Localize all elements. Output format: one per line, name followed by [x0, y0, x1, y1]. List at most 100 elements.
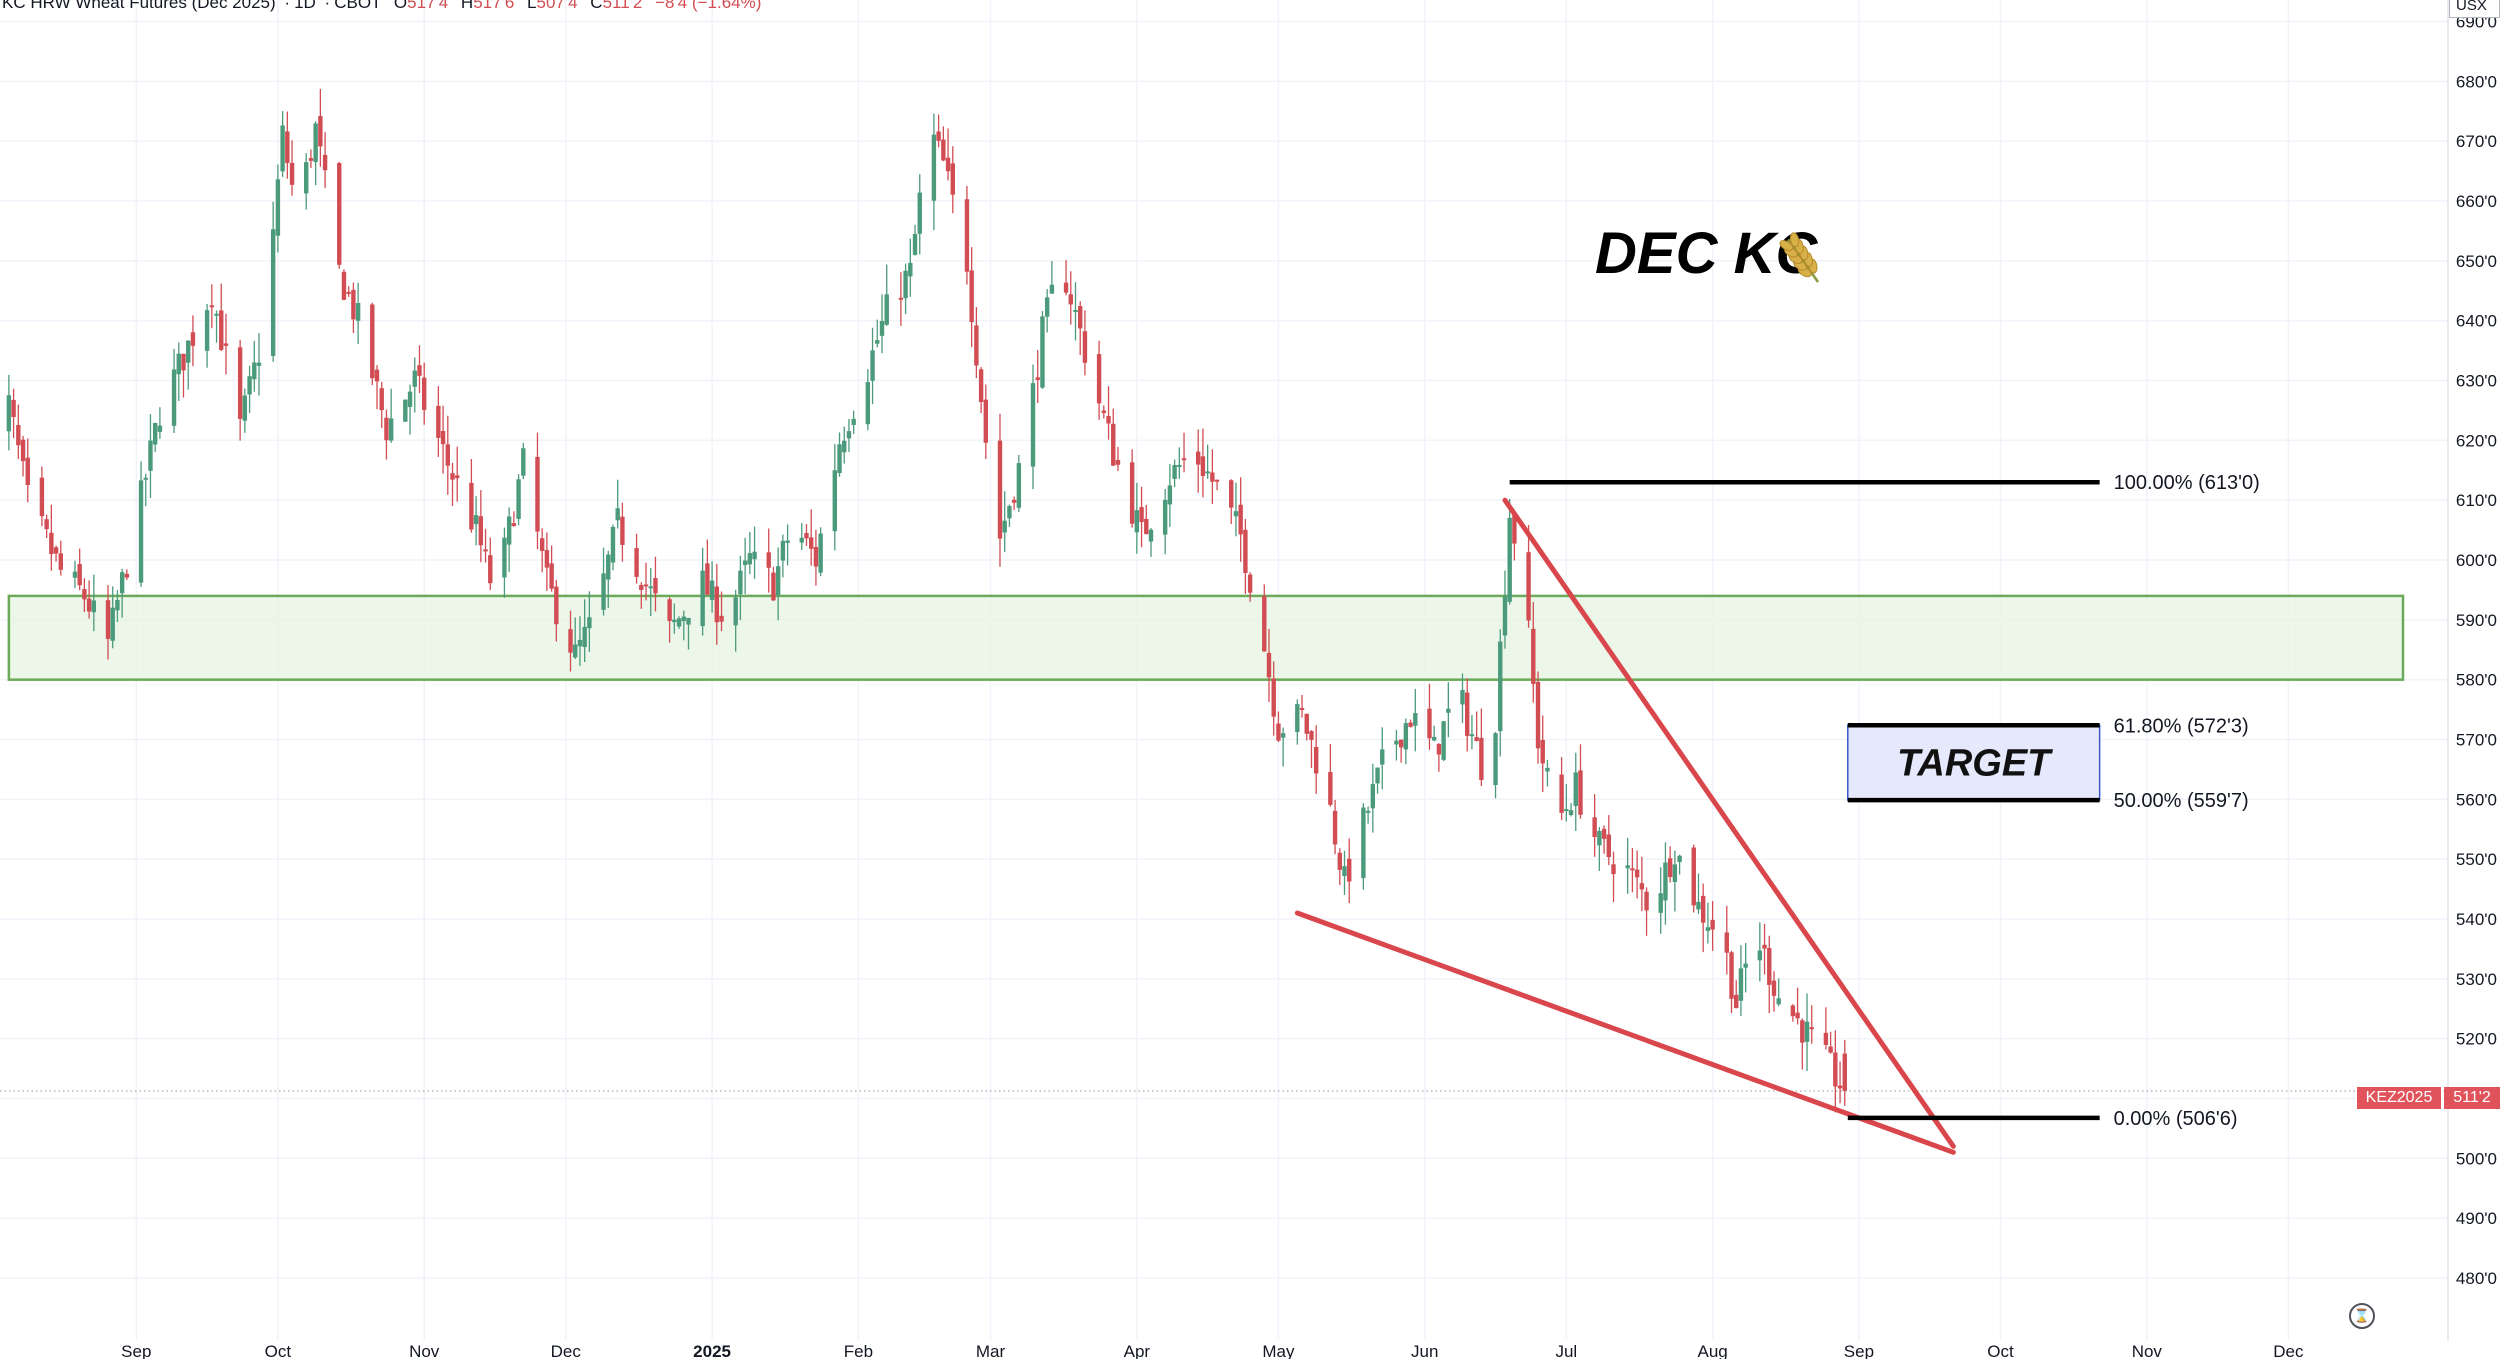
candle-body — [445, 444, 450, 466]
candle-body — [110, 607, 115, 641]
high-value: 517'6 — [473, 0, 515, 12]
candle-body — [58, 553, 63, 570]
candle-body — [837, 444, 842, 473]
candle-body — [898, 297, 904, 300]
candle-body — [124, 573, 130, 578]
low-value: 507'4 — [536, 0, 578, 12]
candle-body — [936, 131, 941, 141]
candle-body — [1743, 963, 1748, 968]
candle-body — [1842, 1053, 1847, 1091]
candle-body — [6, 395, 12, 432]
time-tick-label: Sep — [121, 1342, 151, 1359]
candle-body — [1375, 767, 1380, 784]
candle-body — [615, 508, 620, 521]
candle-body — [1078, 306, 1083, 329]
candle-body — [53, 547, 59, 554]
candle-body — [620, 516, 625, 545]
candle-body — [190, 332, 196, 346]
candle-body — [875, 340, 880, 344]
hourglass-icon[interactable]: ⌛ — [2349, 1303, 2375, 1329]
candle-body — [1115, 459, 1121, 465]
open-value: 517'4 — [407, 0, 449, 12]
candle-body — [780, 540, 786, 561]
candle-body — [804, 532, 809, 539]
candle-body — [1011, 499, 1017, 503]
candle-body — [440, 431, 446, 445]
candle-body — [1082, 331, 1088, 363]
candle-body — [1639, 883, 1645, 890]
candle-body — [1030, 383, 1036, 467]
candle-body — [1238, 504, 1243, 535]
candle-body — [1767, 947, 1772, 985]
candle-body — [1691, 847, 1696, 906]
candle-body — [1139, 507, 1144, 523]
candle-body — [346, 291, 351, 294]
candle-body — [1705, 927, 1711, 931]
candle-body — [1068, 294, 1073, 305]
candle-body — [1776, 998, 1781, 1005]
candle-body — [1790, 1005, 1796, 1017]
candle-body — [1172, 464, 1177, 479]
candle-body — [1134, 510, 1140, 533]
time-tick-label: Nov — [409, 1342, 440, 1359]
candle-body — [219, 310, 224, 350]
candle-body — [1512, 514, 1517, 544]
candle-body — [634, 548, 639, 577]
candle-body — [1332, 810, 1338, 845]
candle-body — [204, 310, 210, 351]
candle-body — [1507, 517, 1512, 602]
candle-body — [1063, 282, 1069, 293]
candle-body — [77, 564, 82, 586]
candle-body — [1644, 891, 1649, 911]
candle-body — [818, 533, 823, 573]
candle-body — [1592, 817, 1597, 838]
candle-body — [672, 619, 677, 623]
candle-body — [1837, 1085, 1843, 1089]
candle-body — [11, 399, 16, 418]
candle-body — [20, 439, 26, 462]
currency-unit[interactable]: USX — [2449, 0, 2500, 18]
candle-body — [25, 457, 30, 485]
candle-body — [1144, 518, 1149, 535]
price-tick-label: 550'0 — [2456, 850, 2497, 869]
time-tick-label: Jul — [1555, 1342, 1577, 1359]
candle-body — [384, 417, 389, 441]
candle-body — [643, 584, 649, 587]
interval[interactable]: 1D — [294, 0, 316, 12]
time-tick-label: Sep — [1844, 1342, 1874, 1359]
candle-body — [1625, 865, 1630, 869]
time-tick-label: Oct — [265, 1342, 292, 1359]
candle-body — [1540, 739, 1545, 764]
candle-body — [223, 343, 229, 346]
candle-body — [1474, 737, 1479, 741]
candle-body — [813, 546, 819, 567]
time-tick-label: Jun — [1411, 1342, 1438, 1359]
candle-body — [601, 573, 606, 610]
candle-body — [573, 644, 578, 658]
candle-body — [1804, 1021, 1810, 1042]
candle-body — [1738, 968, 1744, 1001]
price-tick-label: 480'0 — [2456, 1269, 2497, 1288]
price-tick-label: 560'0 — [2456, 790, 2497, 809]
candle-body — [455, 475, 460, 479]
candle-body — [171, 369, 177, 426]
candle-body — [1436, 744, 1442, 755]
price-tick-label: 490'0 — [2456, 1209, 2497, 1228]
candle-body — [1729, 952, 1734, 999]
candle-body — [1007, 505, 1012, 519]
candle-body — [667, 599, 672, 621]
candle-body — [1677, 855, 1682, 863]
wheat-icon — [1779, 232, 1820, 283]
candle-body — [1446, 708, 1451, 713]
candle-body — [846, 431, 852, 439]
candle-body — [1564, 809, 1569, 812]
candle-body — [676, 618, 682, 627]
candle-body — [1663, 862, 1668, 901]
candle-body — [719, 615, 724, 622]
candle-body — [969, 270, 974, 322]
candle-body — [808, 537, 814, 549]
candle-body — [511, 523, 517, 527]
candle-body — [1247, 574, 1253, 593]
time-tick-label: Dec — [2273, 1342, 2304, 1359]
